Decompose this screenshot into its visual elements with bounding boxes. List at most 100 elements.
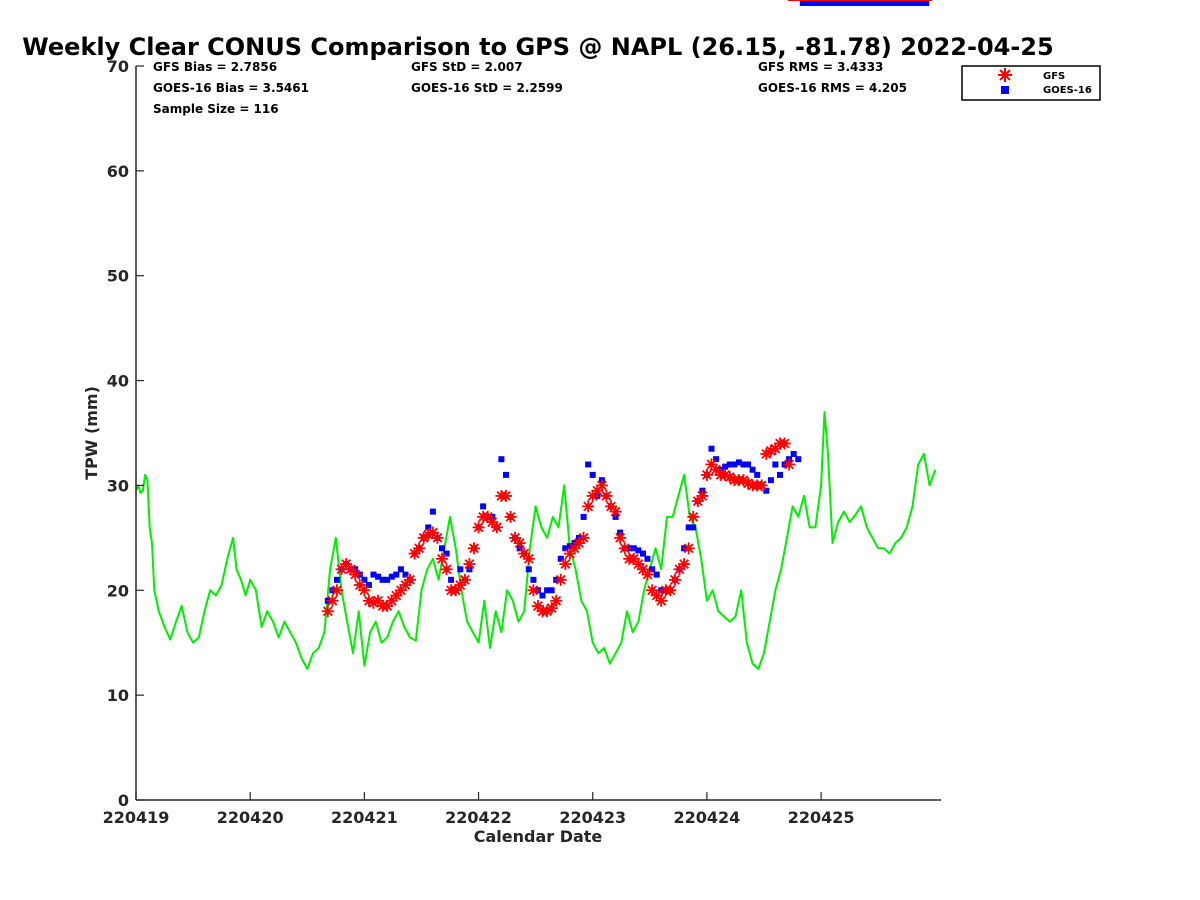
goes-point: [740, 461, 747, 468]
goes-point: [790, 451, 797, 457]
goes-point: [630, 545, 637, 552]
gfs-point: [700, 468, 713, 481]
legend-box: [961, 65, 1101, 101]
goes-point: [831, 0, 838, 6]
gfs-point: [554, 573, 567, 586]
goes-point: [644, 555, 651, 562]
legend-goes-label: GOES-16: [1043, 85, 1092, 96]
gfs-point: [614, 531, 627, 544]
gfs-point: [655, 594, 668, 607]
gfs-point: [600, 489, 613, 502]
goes-point: [731, 461, 738, 468]
goes-point: [840, 0, 847, 6]
goes-point: [735, 459, 742, 466]
goes-point: [361, 576, 368, 583]
goes-point: [850, 0, 857, 6]
goes-point: [886, 0, 893, 6]
goes-point: [882, 0, 888, 6]
x-tick-label: 220421: [331, 808, 398, 827]
goes-point: [525, 566, 532, 573]
goes-point: [334, 576, 340, 583]
gfs-point: [609, 505, 622, 518]
goes-point: [425, 524, 432, 531]
x-tick-label: 220425: [788, 808, 855, 827]
y-tick-label: 10: [107, 686, 129, 705]
goes-point: [388, 573, 395, 580]
goes-point: [402, 571, 409, 578]
goes-point: [827, 0, 834, 6]
goes-point: [498, 456, 505, 463]
gfs-point: [682, 542, 695, 555]
goes-point: [804, 0, 811, 6]
x-tick-label: 220424: [674, 808, 741, 827]
goes-point: [799, 0, 806, 6]
goes-point: [439, 545, 445, 552]
gfs-point: [513, 537, 526, 550]
goes-point: [777, 471, 783, 478]
y-tick-label: 50: [107, 267, 129, 286]
stat-gfs-bias: GFS Bias = 2.7856: [153, 60, 277, 74]
stat-goes-rms: GOES-16 RMS = 4.205: [758, 81, 907, 95]
goes-point: [503, 471, 509, 478]
gfs-point: [344, 563, 357, 576]
goes-point: [685, 524, 692, 531]
goes-point: [370, 571, 377, 578]
gfs-point: [778, 437, 791, 450]
goes-point: [580, 513, 587, 520]
gfs-point: [463, 558, 476, 571]
goes-point: [923, 0, 930, 6]
gfs-point: [467, 542, 480, 555]
goes-point: [443, 550, 450, 557]
goes-point: [809, 0, 815, 6]
goes-point: [365, 582, 372, 588]
goes-point: [914, 0, 920, 6]
y-tick-label: 60: [107, 162, 129, 181]
gfs-point: [664, 584, 677, 597]
gfs-point: [559, 558, 572, 571]
stats-block: GFS Bias = 2.7856 GOES-16 Bias = 3.5461 …: [153, 60, 907, 116]
goes-point: [900, 0, 907, 6]
goes-point: [909, 0, 916, 6]
gfs-series: [321, 0, 933, 618]
gfs-point: [550, 594, 563, 607]
gfs-point: [472, 521, 485, 534]
y-tick-label: 20: [107, 581, 129, 600]
gfs-point: [595, 479, 608, 492]
goes-point: [653, 571, 660, 578]
gps-line: [135, 411, 937, 670]
goes-point: [872, 0, 879, 6]
gfs-point: [458, 573, 471, 586]
y-tick-label: 70: [107, 57, 129, 76]
goes-point: [767, 477, 774, 484]
goes-point: [726, 461, 733, 468]
x-tick-label: 220420: [217, 808, 284, 827]
goes-point: [818, 0, 825, 6]
goes-point: [384, 576, 391, 583]
goes-point: [722, 463, 729, 470]
goes-point: [690, 524, 697, 531]
goes-point: [745, 461, 751, 468]
stat-gfs-std: GFS StD = 2.007: [411, 60, 523, 74]
tick-labels: 0 10 20 30 40 50 60 70 220419 220420 220421 220422 2…: [103, 57, 855, 827]
goes-point: [772, 461, 779, 468]
gps-layer: [135, 411, 937, 670]
gfs-point: [678, 558, 691, 571]
goes-point: [448, 576, 455, 583]
goes-point: [635, 547, 642, 554]
goes-point: [868, 0, 875, 6]
goes-point: [375, 573, 382, 580]
gfs-point: [413, 542, 426, 555]
goes-point: [754, 471, 761, 478]
goes-point: [863, 0, 870, 6]
x-tick-label: 220422: [445, 808, 512, 827]
gfs-point: [321, 605, 334, 618]
legend: GFS GOES-16: [961, 65, 1101, 101]
goes-point: [836, 0, 843, 6]
goes-point: [904, 0, 911, 6]
legend-gfs-marker: [998, 68, 1012, 82]
gfs-point: [499, 489, 512, 502]
gfs-point: [687, 510, 700, 523]
goes-point: [429, 508, 436, 515]
goes-point: [379, 576, 386, 583]
